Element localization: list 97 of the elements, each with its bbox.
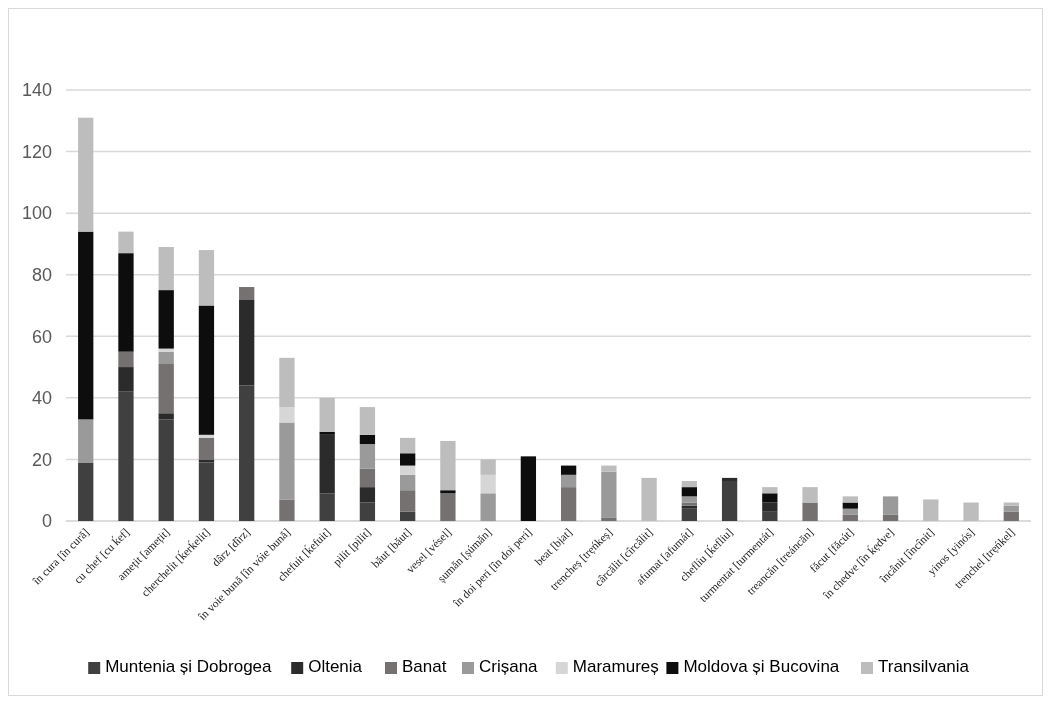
bar xyxy=(158,419,174,521)
bar xyxy=(440,493,456,521)
y-tick-label: 60 xyxy=(31,326,52,347)
bar xyxy=(681,496,697,503)
bar xyxy=(842,508,858,515)
bar xyxy=(118,367,134,392)
bar xyxy=(762,511,778,521)
bar xyxy=(400,453,416,466)
bar xyxy=(721,477,738,481)
bar xyxy=(842,514,858,521)
y-tick-label: 0 xyxy=(41,511,52,532)
bar xyxy=(400,511,416,521)
y-tick-label: 40 xyxy=(31,388,52,409)
bar xyxy=(762,502,778,512)
y-tick-label: 80 xyxy=(31,265,52,286)
bar xyxy=(480,493,496,521)
bar xyxy=(198,305,215,435)
bar xyxy=(78,231,94,420)
bar xyxy=(440,490,456,494)
bar xyxy=(319,397,335,432)
bar xyxy=(681,480,697,488)
bar xyxy=(400,465,416,475)
bar xyxy=(520,456,537,521)
bar xyxy=(158,351,174,364)
bar xyxy=(882,496,899,515)
y-tick-label: 140 xyxy=(21,80,52,101)
bar xyxy=(802,487,818,503)
legend-label: Transilvania xyxy=(878,657,970,676)
legend-label: Crișana xyxy=(479,657,539,676)
bar xyxy=(319,434,335,494)
bar xyxy=(480,459,496,475)
bar xyxy=(158,247,174,291)
bar xyxy=(118,391,134,521)
legend-label: Maramureș xyxy=(572,657,659,676)
legend-label: Oltenia xyxy=(308,657,363,676)
bar xyxy=(359,444,376,469)
bar xyxy=(681,487,697,497)
bar xyxy=(802,502,818,521)
bar xyxy=(78,419,94,463)
bar xyxy=(842,496,858,503)
bar xyxy=(158,413,174,420)
bar xyxy=(118,231,134,254)
bar xyxy=(319,431,335,435)
bar xyxy=(842,502,858,509)
bar xyxy=(198,250,215,306)
bar xyxy=(560,465,577,475)
bar xyxy=(198,459,215,463)
bar xyxy=(118,351,134,368)
bar xyxy=(601,471,617,518)
y-tick-label: 120 xyxy=(21,141,52,162)
bar xyxy=(560,474,577,488)
bar xyxy=(359,502,376,521)
bar xyxy=(359,434,376,445)
bar xyxy=(158,363,174,414)
bar xyxy=(279,422,295,500)
bar xyxy=(198,434,215,438)
bar xyxy=(1003,511,1019,521)
bar xyxy=(198,462,215,521)
legend-label: Banat xyxy=(402,657,447,676)
y-tick-label: 20 xyxy=(31,449,52,470)
bar xyxy=(762,487,778,494)
bar xyxy=(198,437,215,460)
bar xyxy=(239,385,255,521)
bar xyxy=(279,357,295,408)
bar xyxy=(118,253,134,352)
bar xyxy=(762,493,778,503)
legend-label: Moldova și Bucovina xyxy=(683,657,840,676)
bar xyxy=(1003,502,1019,506)
bar xyxy=(319,493,335,521)
bar xyxy=(560,487,577,521)
bar xyxy=(239,299,255,386)
bar xyxy=(400,490,416,512)
bar xyxy=(359,487,376,503)
bar xyxy=(158,348,174,352)
bar xyxy=(721,480,738,521)
bar xyxy=(78,117,94,232)
bar xyxy=(681,508,697,521)
bar xyxy=(359,407,376,435)
bar xyxy=(923,499,939,521)
bar xyxy=(601,465,617,472)
bar xyxy=(1003,505,1019,512)
bar xyxy=(641,477,657,521)
legend-label: Muntenia și Dobrogea xyxy=(105,657,273,676)
bar xyxy=(882,514,899,521)
bar xyxy=(279,499,295,521)
bar xyxy=(239,287,255,300)
bar xyxy=(400,474,416,491)
bar xyxy=(359,468,376,488)
bar xyxy=(158,290,174,349)
bar xyxy=(601,517,617,521)
bar xyxy=(400,437,416,454)
bar xyxy=(440,440,456,491)
bar xyxy=(480,474,496,494)
bar xyxy=(963,502,979,521)
y-tick-label: 100 xyxy=(21,203,52,224)
bar xyxy=(78,462,94,521)
bar xyxy=(279,407,295,423)
